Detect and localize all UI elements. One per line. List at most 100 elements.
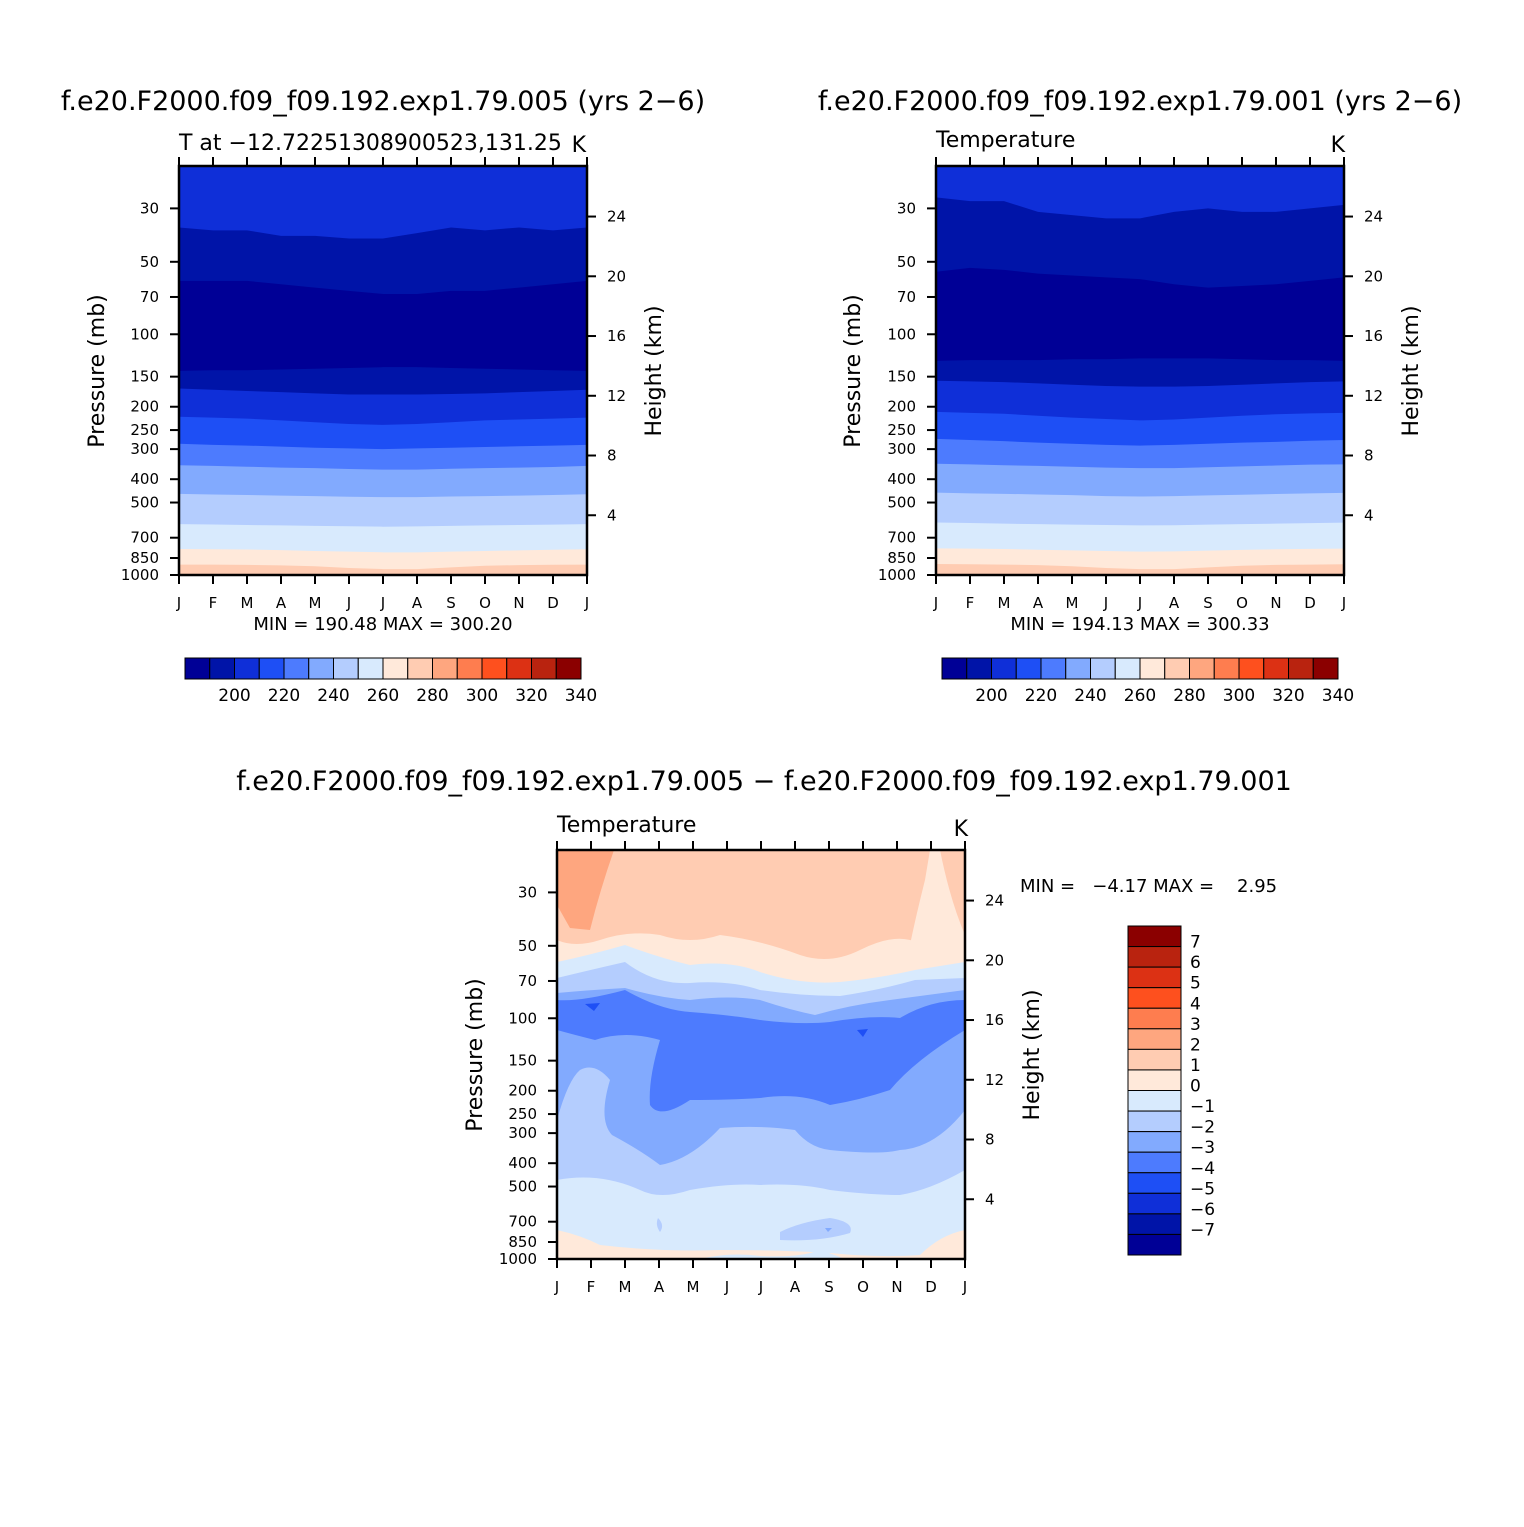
y2-tick-label: 12 xyxy=(607,387,626,405)
colorbar-box xyxy=(1065,657,1091,680)
y-tick-label: 1000 xyxy=(878,566,916,584)
colorbar-label: −1 xyxy=(1190,1097,1215,1117)
x-tick-label: J xyxy=(724,1278,729,1296)
colorbar-box xyxy=(432,657,458,680)
y2-tick-label: 12 xyxy=(985,1071,1004,1089)
panel-1-left-label: T at −12.72251308900523,131.25 xyxy=(178,131,562,156)
panel-1-units-label: K xyxy=(572,133,587,158)
x-tick-label: O xyxy=(857,1278,869,1296)
panel-3: f.e20.F2000.f09_f09.192.exp1.79.005 − f.… xyxy=(236,766,1292,1296)
colorbar-box xyxy=(1127,1048,1182,1071)
y-tick-label: 150 xyxy=(887,368,916,386)
colorbar-box xyxy=(234,657,260,680)
colorbar-box xyxy=(1127,1110,1182,1133)
x-tick-label: O xyxy=(1236,594,1248,612)
colorbar-label: 0 xyxy=(1190,1077,1201,1097)
colorbar-box xyxy=(1127,1090,1182,1112)
panel-3-min-max: MIN = −4.17 MAX = 2.95 xyxy=(1020,876,1277,897)
y-tick-label: 30 xyxy=(897,199,916,217)
diff-band-neg5-oct xyxy=(857,1029,868,1037)
y-tick-label: 300 xyxy=(130,440,159,458)
x-tick-label: M xyxy=(241,594,254,612)
x-tick-label: F xyxy=(587,1278,596,1296)
x-tick-label: M xyxy=(309,594,322,612)
colorbar-label: 320 xyxy=(1272,686,1304,706)
colorbar-box xyxy=(209,657,235,680)
colorbar-label: 3 xyxy=(1190,1015,1201,1035)
panel-3-y2label: Height (km) xyxy=(1020,989,1045,1120)
colorbar-box xyxy=(966,657,992,680)
colorbar-box xyxy=(1114,657,1141,680)
panel-2-left-label: Temperature xyxy=(935,128,1075,153)
x-tick-label: J xyxy=(1341,594,1346,612)
colorbar-box xyxy=(407,657,433,680)
y2-tick-label: 24 xyxy=(1364,208,1383,226)
y-tick-label: 30 xyxy=(140,199,159,217)
y-tick-label: 200 xyxy=(508,1082,537,1100)
colorbar-box xyxy=(555,657,582,680)
x-tick-label: A xyxy=(654,1278,665,1296)
panel-2-contour-bands xyxy=(936,166,1344,575)
x-tick-label: M xyxy=(687,1278,700,1296)
y-tick-label: 150 xyxy=(130,368,159,386)
colorbar-label: 260 xyxy=(367,686,399,706)
panel-2-ylabel: Pressure (mb) xyxy=(841,294,866,448)
y2-tick-label: 4 xyxy=(985,1190,995,1208)
y-tick-label: 250 xyxy=(130,421,159,439)
colorbar-box xyxy=(1015,657,1042,680)
colorbar-label: 240 xyxy=(1074,686,1106,706)
panel-2-title: f.e20.F2000.f09_f09.192.exp1.79.001 (yrs… xyxy=(818,86,1462,117)
y-tick-label: 850 xyxy=(508,1233,537,1251)
diff-spot-apr xyxy=(656,1218,663,1232)
colorbar-box xyxy=(1127,925,1182,948)
y2-tick-label: 4 xyxy=(607,506,617,524)
x-tick-label: M xyxy=(1066,594,1079,612)
colorbar-label: 220 xyxy=(1025,686,1057,706)
y-tick-label: 100 xyxy=(130,325,159,343)
diff-band-neg1-lower xyxy=(557,1170,965,1259)
colorbar-label: −3 xyxy=(1190,1138,1215,1158)
colorbar-box xyxy=(1127,946,1182,968)
x-tick-label: S xyxy=(446,594,456,612)
colorbar-label: 200 xyxy=(975,686,1007,706)
colorbar-label: −4 xyxy=(1190,1159,1215,1179)
y2-tick-label: 4 xyxy=(1364,506,1374,524)
colorbar-box xyxy=(1127,1131,1182,1153)
y-tick-label: 70 xyxy=(140,288,159,306)
colorbar-box xyxy=(1040,657,1067,680)
y-tick-label: 850 xyxy=(887,549,916,567)
y-tick-label: 250 xyxy=(887,421,916,439)
colorbar-label: 5 xyxy=(1190,974,1201,994)
y-tick-label: 400 xyxy=(130,470,159,488)
x-tick-label: O xyxy=(479,594,491,612)
colorbar-box xyxy=(941,657,968,680)
panel-2-y2label: Height (km) xyxy=(1399,305,1424,436)
y2-tick-label: 16 xyxy=(985,1011,1004,1029)
panel-2-min-max: MIN = 194.13 MAX = 300.33 xyxy=(1010,614,1269,635)
diff-band-pos2-jan xyxy=(557,850,614,930)
y2-tick-label: 8 xyxy=(1364,447,1374,465)
colorbar-label: 300 xyxy=(1223,686,1255,706)
x-tick-label: D xyxy=(1304,594,1316,612)
colorbar-box xyxy=(1127,1007,1182,1030)
colorbar-box xyxy=(1127,1151,1182,1174)
colorbar-box xyxy=(1139,657,1166,680)
y-tick-label: 300 xyxy=(508,1124,537,1142)
x-tick-label: N xyxy=(1270,594,1281,612)
x-tick-label: J xyxy=(380,594,385,612)
y2-tick-label: 20 xyxy=(985,951,1004,969)
y-tick-label: 50 xyxy=(518,937,537,955)
x-tick-label: J xyxy=(1103,594,1108,612)
x-tick-label: A xyxy=(1169,594,1180,612)
diff-band-neg1-surface xyxy=(700,1250,845,1259)
x-tick-label: M xyxy=(998,594,1011,612)
x-tick-label: J xyxy=(176,594,181,612)
colorbar-box xyxy=(333,657,359,680)
y2-tick-label: 16 xyxy=(1364,327,1383,345)
colorbar-label: 320 xyxy=(515,686,547,706)
colorbar-box xyxy=(1127,1028,1182,1050)
x-tick-label: J xyxy=(346,594,351,612)
